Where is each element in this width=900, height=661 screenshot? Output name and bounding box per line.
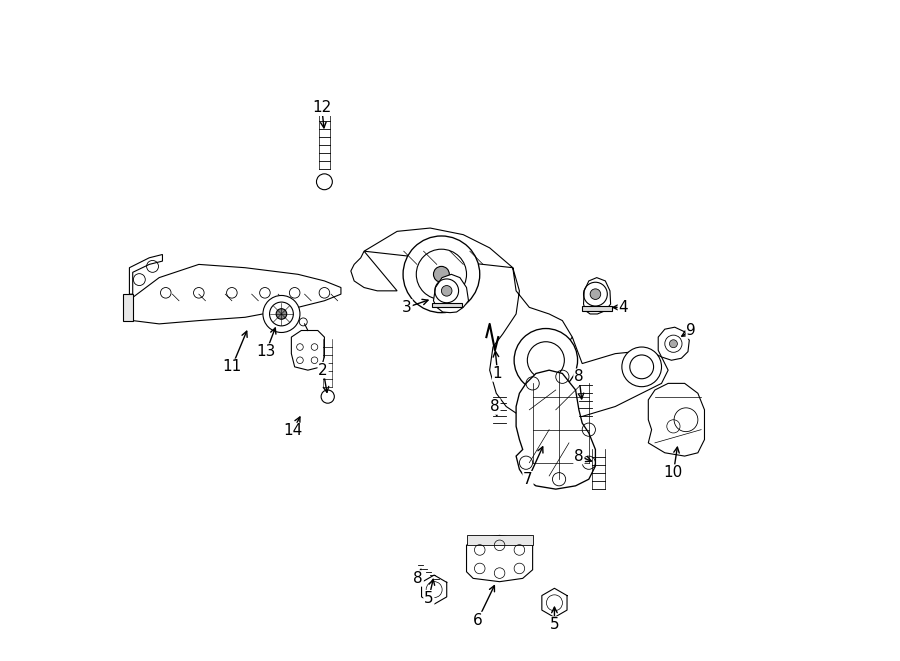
Text: 12: 12 <box>312 100 331 115</box>
Circle shape <box>321 390 334 403</box>
Text: 8: 8 <box>413 571 423 586</box>
Circle shape <box>590 289 600 299</box>
Circle shape <box>441 286 452 296</box>
Bar <box>466 535 533 545</box>
Polygon shape <box>583 278 610 314</box>
Polygon shape <box>432 303 462 307</box>
Polygon shape <box>351 251 397 291</box>
Circle shape <box>434 266 449 282</box>
Circle shape <box>317 174 332 190</box>
Circle shape <box>263 295 300 332</box>
Text: 11: 11 <box>222 360 241 374</box>
Text: 2: 2 <box>319 363 328 377</box>
Polygon shape <box>434 274 469 313</box>
Text: 9: 9 <box>687 323 696 338</box>
Text: 14: 14 <box>284 424 302 438</box>
Text: 3: 3 <box>402 300 412 315</box>
Circle shape <box>670 340 678 348</box>
Polygon shape <box>516 337 668 420</box>
Text: 13: 13 <box>256 344 276 359</box>
Circle shape <box>403 236 480 313</box>
Polygon shape <box>658 327 689 360</box>
Text: 5: 5 <box>424 591 434 605</box>
Circle shape <box>276 309 287 319</box>
Polygon shape <box>648 383 705 456</box>
Polygon shape <box>122 294 132 321</box>
Text: 8: 8 <box>574 369 584 384</box>
Text: 4: 4 <box>618 300 628 315</box>
Text: 6: 6 <box>472 613 482 627</box>
Polygon shape <box>516 370 596 489</box>
Polygon shape <box>292 330 324 370</box>
Polygon shape <box>364 228 576 413</box>
Text: 1: 1 <box>493 366 502 381</box>
Text: 10: 10 <box>664 465 683 480</box>
Polygon shape <box>132 264 341 324</box>
Polygon shape <box>130 254 163 294</box>
Polygon shape <box>582 306 612 311</box>
Text: 7: 7 <box>523 472 533 486</box>
Polygon shape <box>466 535 533 582</box>
Circle shape <box>622 347 662 387</box>
Circle shape <box>514 329 578 392</box>
Text: 5: 5 <box>550 617 559 632</box>
Text: 8: 8 <box>574 449 584 463</box>
Text: 8: 8 <box>491 399 500 414</box>
